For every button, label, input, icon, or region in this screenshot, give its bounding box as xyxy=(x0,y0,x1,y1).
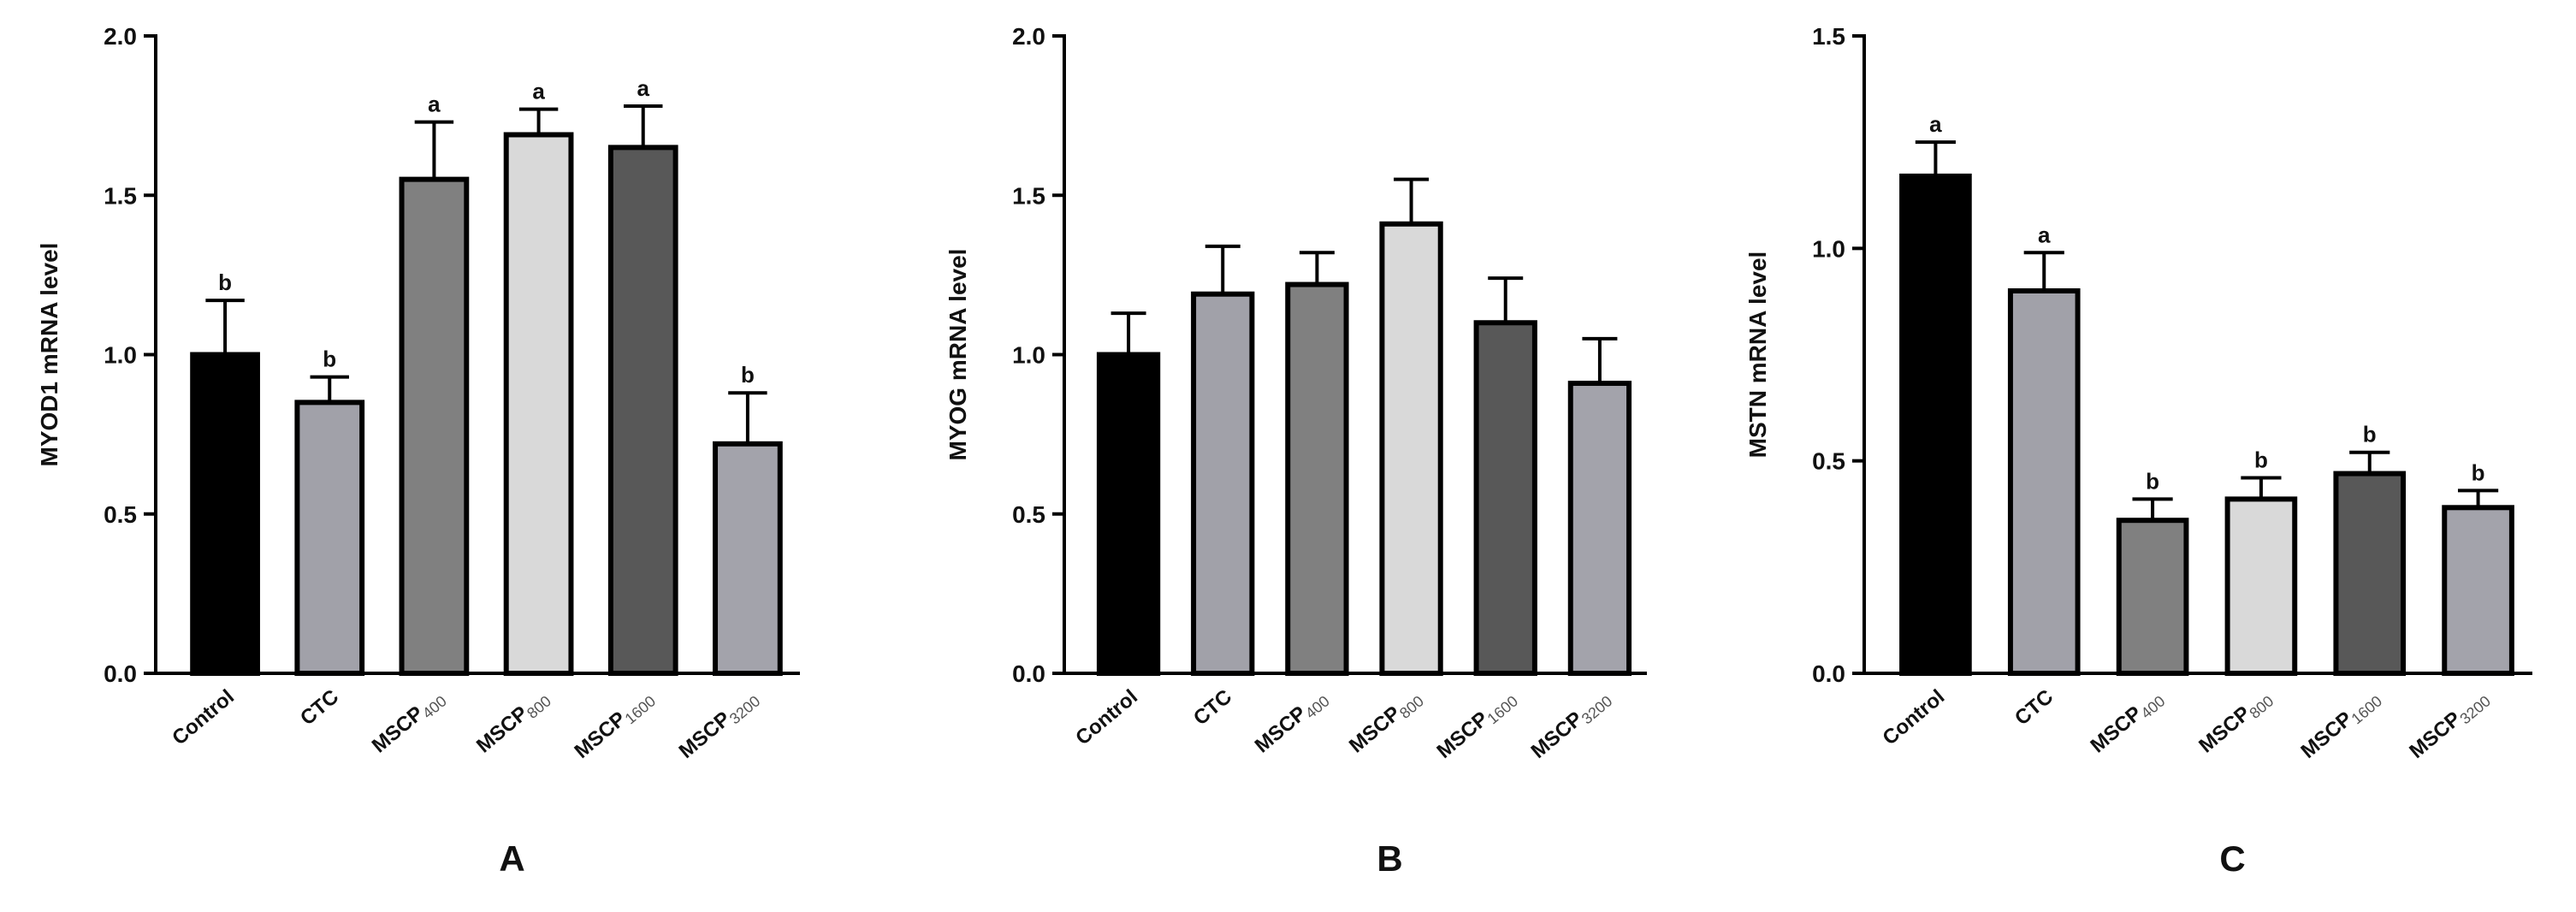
category-name: Control xyxy=(1071,685,1142,750)
y-axis-label: MYOG mRNA level xyxy=(945,249,971,461)
x-tick-label: MSCP1600 xyxy=(1432,685,1521,766)
category-name: Control xyxy=(1879,685,1950,750)
category-name: MSCP xyxy=(2086,702,2146,757)
bar xyxy=(2224,496,2298,676)
y-tick-label: 1.0 xyxy=(104,342,137,369)
x-tick-label: MSCP800 xyxy=(1345,685,1427,761)
x-tick-label: CTC xyxy=(2010,685,2058,730)
bar xyxy=(2333,471,2407,676)
x-tick-label: MSCP3200 xyxy=(2405,685,2494,766)
bar xyxy=(2442,505,2514,676)
x-tick-label: MSCP400 xyxy=(2086,685,2168,761)
x-tick-label: MSCP3200 xyxy=(1527,685,1616,766)
category-subscript: 1600 xyxy=(2348,692,2386,727)
bar xyxy=(607,145,678,676)
y-tick-label: 0.5 xyxy=(1012,501,1045,528)
x-tick-label: MSCP800 xyxy=(472,685,554,761)
y-tick-label: 0.0 xyxy=(1012,660,1045,687)
panel-label: A xyxy=(499,838,524,879)
bar xyxy=(190,352,260,676)
y-tick-label: 2.0 xyxy=(1012,23,1045,50)
significance-letter: b xyxy=(741,362,755,388)
significance-letter: b xyxy=(2254,447,2268,473)
significance-letter: b xyxy=(218,269,232,295)
bar xyxy=(713,441,783,676)
category-name: MSCP xyxy=(1345,702,1405,757)
significance-letter: a xyxy=(532,79,545,104)
category-name: Control xyxy=(168,685,239,750)
panel-label: B xyxy=(1377,838,1402,879)
category-name: MSCP xyxy=(472,702,532,757)
y-tick-label: 1.5 xyxy=(1812,23,1845,50)
y-axis-label: MSTN mRNA level xyxy=(1744,252,1771,459)
bar xyxy=(2116,518,2189,677)
category-name: MSCP xyxy=(1527,708,1587,763)
x-tick-label: Control xyxy=(168,685,239,750)
significance-letter: b xyxy=(2146,468,2159,494)
y-axis-label: MYOD1 mRNA level xyxy=(36,243,62,467)
significance-letter: b xyxy=(2363,422,2377,447)
y-tick-label: 0.0 xyxy=(1812,660,1845,687)
significance-letter: b xyxy=(2472,459,2485,485)
x-tick-label: Control xyxy=(1879,685,1950,750)
category-name: MSCP xyxy=(570,708,630,763)
y-tick-label: 0.5 xyxy=(104,501,137,528)
category-name: MSCP xyxy=(2296,708,2356,763)
y-tick-label: 1.5 xyxy=(1012,182,1045,209)
bar xyxy=(503,132,574,677)
y-tick-label: 1.0 xyxy=(1012,342,1045,369)
bar xyxy=(1473,320,1537,676)
significance-letter: b xyxy=(323,346,336,372)
significance-letter: a xyxy=(2038,222,2051,247)
category-name: MSCP xyxy=(1251,702,1311,757)
bar xyxy=(1379,221,1443,676)
category-name: CTC xyxy=(296,685,343,730)
bar xyxy=(1567,381,1632,676)
category-name: MSCP xyxy=(2194,702,2254,757)
significance-letter: a xyxy=(637,75,650,101)
x-tick-label: MSCP400 xyxy=(1251,685,1333,761)
significance-letter: a xyxy=(1929,111,1942,137)
bar xyxy=(294,400,365,676)
bar xyxy=(2007,288,2081,676)
y-tick-label: 1.0 xyxy=(1812,235,1845,262)
bar xyxy=(1191,291,1255,676)
bar xyxy=(1285,281,1349,676)
x-tick-label: MSCP400 xyxy=(368,685,450,761)
panel-label: C xyxy=(2219,838,2245,879)
category-name: MSCP xyxy=(1432,708,1492,763)
category-name: MSCP xyxy=(675,708,735,763)
category-name: CTC xyxy=(1189,685,1236,730)
category-subscript: 1600 xyxy=(1484,692,1522,727)
x-tick-label: MSCP3200 xyxy=(675,685,764,766)
category-subscript: 1600 xyxy=(622,692,660,727)
category-name: MSCP xyxy=(368,702,428,757)
category-subscript: 3200 xyxy=(1578,692,1616,727)
significance-letter: a xyxy=(428,92,441,117)
x-tick-label: Control xyxy=(1071,685,1142,750)
category-subscript: 3200 xyxy=(2456,692,2494,727)
bar xyxy=(1899,173,1972,676)
x-tick-label: MSCP800 xyxy=(2194,685,2277,761)
category-name: CTC xyxy=(2010,685,2058,730)
bar xyxy=(399,176,470,676)
bar xyxy=(1096,352,1161,676)
category-name: MSCP xyxy=(2405,708,2465,763)
x-tick-label: MSCP1600 xyxy=(570,685,659,766)
y-tick-label: 0.0 xyxy=(104,660,137,687)
category-subscript: 3200 xyxy=(726,692,764,727)
y-tick-label: 2.0 xyxy=(104,23,137,50)
x-tick-label: CTC xyxy=(1189,685,1236,730)
x-tick-label: MSCP1600 xyxy=(2296,685,2385,766)
y-tick-label: 0.5 xyxy=(1812,448,1845,475)
y-tick-label: 1.5 xyxy=(104,182,137,209)
x-tick-label: CTC xyxy=(296,685,343,730)
